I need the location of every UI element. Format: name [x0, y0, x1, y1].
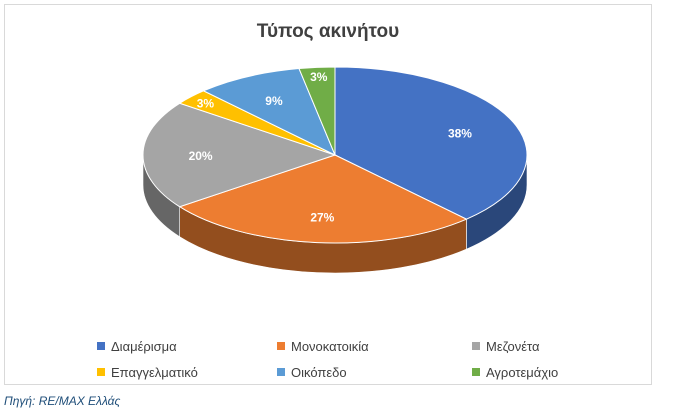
- pie-slice-1: [334, 66, 528, 220]
- legend-item: Διαμέρισμα: [97, 339, 277, 354]
- legend-item: Επαγγελματικό: [97, 365, 277, 380]
- legend-label: Μεζονέτα: [486, 338, 540, 354]
- pie-slice-5: [202, 68, 336, 157]
- data-label-4: 3%: [197, 97, 215, 111]
- legend-label: Αγροτεμάχιο: [486, 364, 559, 380]
- legend-swatch: [97, 368, 105, 376]
- legend-label: Μονοκατοικία: [291, 338, 369, 354]
- legend-label: Διαμέρισμα: [111, 338, 177, 354]
- pie-chart: 38% 27% 20% 3% 9% 3%: [142, 66, 528, 274]
- legend-swatch: [472, 342, 480, 350]
- legend-swatch: [97, 342, 105, 350]
- legend-swatch: [472, 368, 480, 376]
- source-note: Πηγή: RE/MAX Ελλάς: [4, 394, 121, 408]
- data-label-2: 27%: [310, 210, 334, 224]
- data-label-1: 38%: [448, 126, 472, 140]
- data-label-5: 9%: [265, 94, 283, 108]
- legend-swatch: [277, 368, 285, 376]
- legend-label: Οικόπεδο: [291, 364, 347, 380]
- legend-row: Διαμέρισμα Μονοκατοικία Μεζονέτα: [97, 333, 617, 359]
- data-label-3: 20%: [189, 149, 213, 163]
- legend-item: Οικόπεδο: [277, 365, 472, 380]
- chart-legend: Διαμέρισμα Μονοκατοικία Μεζονέτα Επαγγελματ…: [97, 333, 617, 385]
- legend-label: Επαγγελματικό: [111, 364, 198, 380]
- legend-item: Μεζονέτα: [472, 339, 539, 354]
- legend-item: Αγροτεμάχιο: [472, 365, 558, 380]
- data-label-6: 3%: [310, 70, 328, 84]
- pie-slice-2: [178, 154, 468, 244]
- legend-item: Μονοκατοικία: [277, 339, 472, 354]
- legend-row: Επαγγελματικό Οικόπεδο Αγροτεμάχιο: [97, 359, 617, 385]
- pie-slice-6: [298, 66, 336, 156]
- chart-frame: Τύπος ακινήτου 38% 27% 20% 3% 9% 3% Διαμέρισμ…: [4, 4, 652, 385]
- chart-title: Τύπος ακινήτου: [256, 21, 400, 42]
- pie-slice-3: [142, 102, 337, 208]
- legend-swatch: [277, 342, 285, 350]
